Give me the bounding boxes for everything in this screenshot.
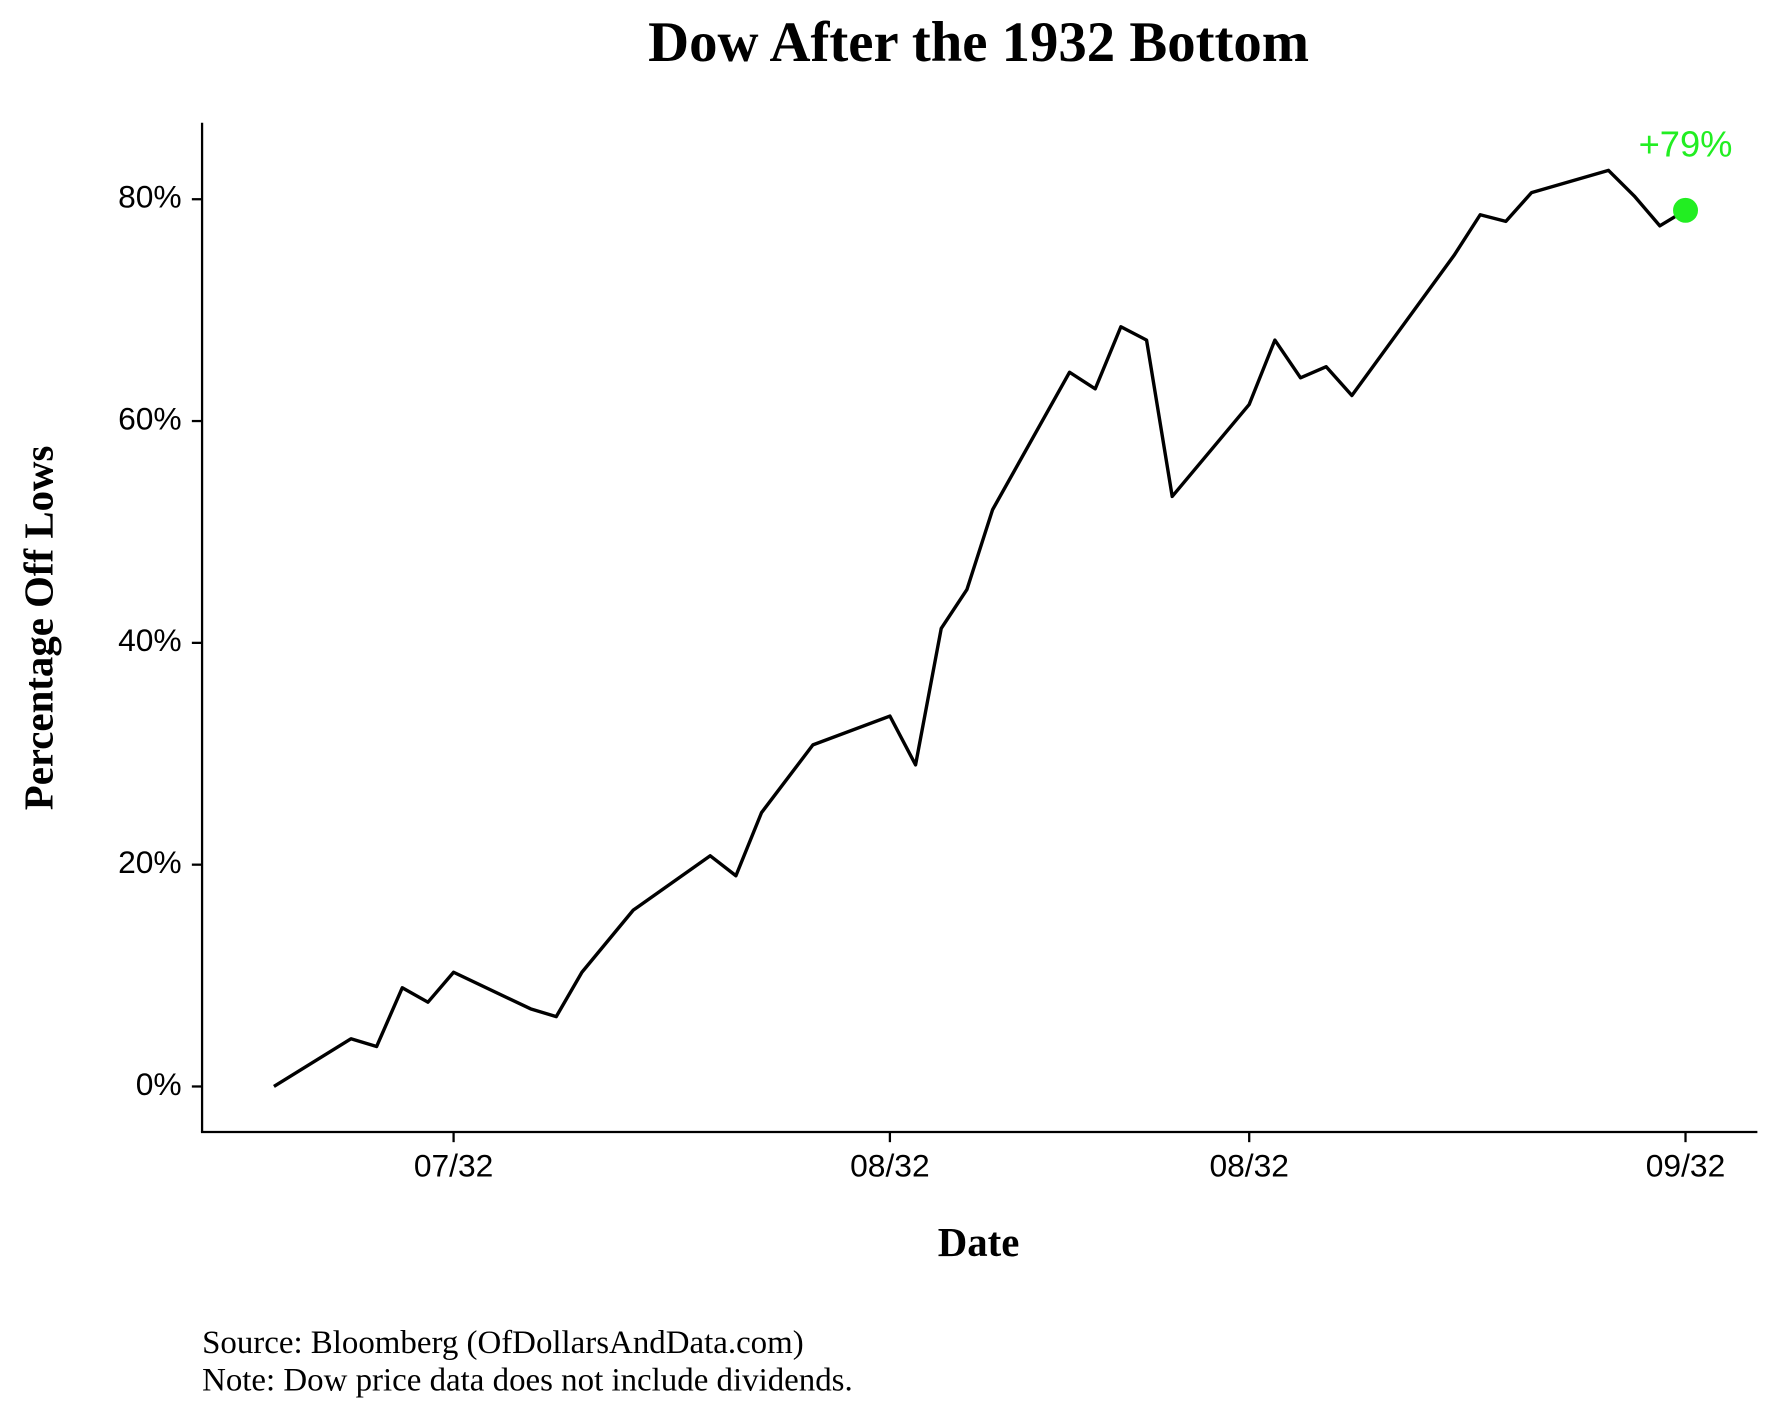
- x-tick-label: 07/32: [414, 1148, 494, 1184]
- y-tick-label: 20%: [118, 844, 182, 880]
- end-label: +79%: [1639, 123, 1733, 164]
- source-note: Source: Bloomberg (OfDollarsAndData.com): [202, 1325, 804, 1361]
- y-tick-label: 0%: [136, 1066, 182, 1102]
- x-tick-label: 08/32: [1209, 1148, 1289, 1184]
- y-tick-label: 80%: [118, 179, 182, 215]
- x-axis-label: Date: [938, 1220, 1020, 1265]
- chart-title: Dow After the 1932 Bottom: [648, 11, 1309, 74]
- line-series: [273, 168, 1687, 1088]
- x-tick-label: 09/32: [1646, 1148, 1726, 1184]
- note: Note: Dow price data does not include di…: [202, 1362, 853, 1398]
- x-tick-label: 08/32: [850, 1148, 930, 1184]
- end-point: [1673, 197, 1699, 223]
- y-axis-label: Percentage Off Lows: [17, 446, 62, 811]
- y-tick-label: 40%: [118, 622, 182, 658]
- y-tick-label: 60%: [118, 400, 182, 436]
